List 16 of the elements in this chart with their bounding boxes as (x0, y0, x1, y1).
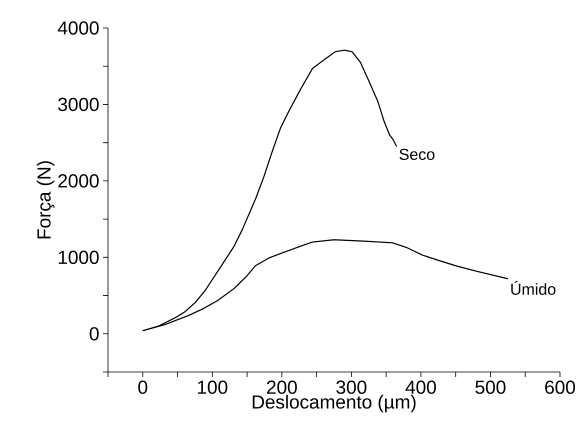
series-label: Úmido (511, 280, 556, 295)
x-tick-label: 0 (138, 380, 148, 394)
y-tick-label: 0 (90, 327, 99, 340)
x-tick-label: 200 (267, 380, 297, 394)
y-tick-label: 1000 (58, 250, 99, 264)
y-axis-title: Força (N) (36, 161, 55, 238)
y-tick-label: 3000 (58, 98, 99, 112)
x-tick-label: 500 (475, 380, 506, 394)
y-tick-label: 4000 (58, 21, 99, 35)
x-tick-label: 400 (406, 380, 436, 394)
x-axis-title: Deslocamento (µm) (252, 394, 416, 412)
x-tick-label: 600 (545, 380, 576, 394)
y-tick-label: 2000 (58, 174, 99, 188)
series-label: Seco (400, 148, 434, 160)
x-tick-label: 100 (198, 380, 228, 394)
x-tick-label: 300 (336, 380, 366, 394)
